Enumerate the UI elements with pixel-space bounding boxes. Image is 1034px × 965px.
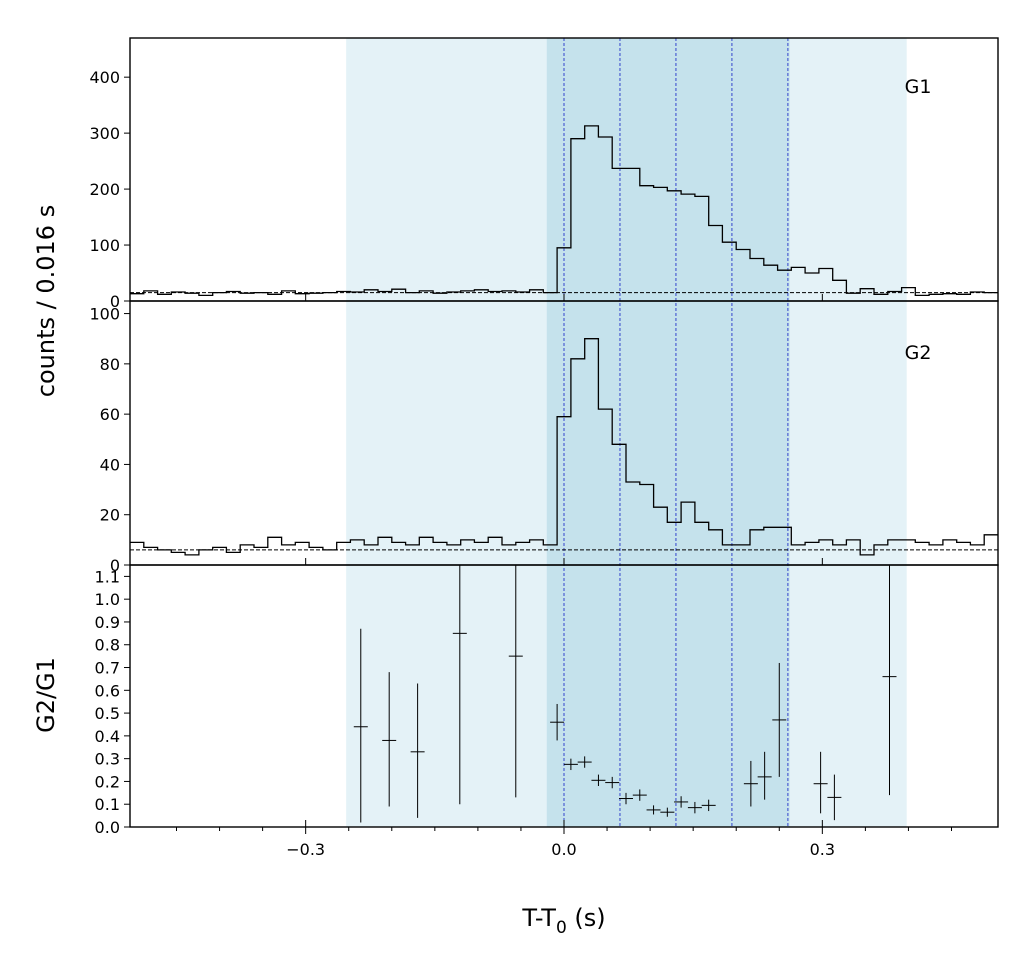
x-tick-label: 0.0 — [551, 840, 576, 859]
y-tick-label: 300 — [89, 124, 120, 143]
histogram-step — [130, 338, 998, 556]
y-tick-label: 40 — [100, 455, 120, 474]
y-tick-label: 200 — [89, 180, 120, 199]
y-tick-label: 0.7 — [95, 659, 120, 678]
y-tick-label: 1.0 — [95, 590, 120, 609]
y-tick-label: 100 — [89, 305, 120, 324]
g1-label: G1 — [905, 76, 932, 98]
y-tick-label: 0.1 — [95, 795, 120, 814]
y-axis-label-ratio: G2/G1 — [32, 657, 60, 733]
y-tick-label: 0.4 — [95, 727, 120, 746]
y-tick-label: 60 — [100, 405, 120, 424]
y-tick-label: 0 — [110, 556, 120, 575]
ratio-panel — [353, 565, 897, 823]
g1-panel — [130, 125, 998, 297]
y-tick-label: 0.0 — [95, 818, 120, 837]
y-axis-label-counts: counts / 0.016 s — [32, 205, 60, 397]
y-tick-label: 80 — [100, 355, 120, 374]
interval-dashed-lines — [563, 38, 789, 827]
y-tick-label: 1.1 — [95, 567, 120, 586]
x-tick-label: −0.3 — [286, 840, 325, 859]
y-tick-label: 0.3 — [95, 750, 120, 769]
y-tick-label: 400 — [89, 68, 120, 87]
x-tick-label: 0.3 — [810, 840, 835, 859]
g2-panel — [130, 338, 998, 556]
y-tick-label: 0.6 — [95, 681, 120, 700]
x-ticks: −0.3 0.0 0.3 — [176, 294, 952, 859]
y-tick-label: 100 — [89, 236, 120, 255]
y-tick-label: 0.8 — [95, 636, 120, 655]
x-axis-label: T-T0 (s) — [521, 904, 605, 938]
y-tick-label: 0.9 — [95, 613, 120, 632]
dark-band — [546, 38, 790, 827]
time-bands — [346, 38, 907, 827]
y-tick-label: 0.2 — [95, 772, 120, 791]
y-tick-label: 20 — [100, 506, 120, 525]
y-tick-label: 0.5 — [95, 704, 120, 723]
histogram-step — [130, 125, 998, 297]
g2-label: G2 — [905, 342, 932, 364]
y-tick-label: 0 — [110, 292, 120, 311]
